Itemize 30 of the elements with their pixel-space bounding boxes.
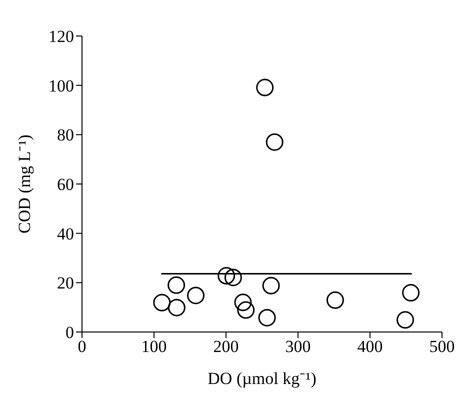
point [237, 301, 255, 319]
point [224, 268, 242, 286]
y-tick-label: 120 [48, 27, 74, 46]
point [234, 294, 252, 312]
point [258, 308, 276, 326]
point [168, 276, 186, 294]
point [402, 284, 420, 302]
y-tick-label: 40 [57, 224, 74, 244]
point [218, 267, 236, 285]
point [187, 286, 205, 304]
point [262, 276, 280, 294]
y-tick-label: 80 [57, 126, 74, 145]
x-tick-label: 400 [357, 337, 383, 356]
x-tick-label: 200 [213, 337, 239, 356]
x-axis-title: DO (µmol kg⁻¹) [208, 369, 316, 388]
point [168, 298, 186, 316]
y-tick-label: 60 [57, 175, 74, 194]
y-tick-label: 20 [57, 274, 74, 293]
point [153, 294, 171, 312]
point [266, 133, 284, 151]
y-tick-label: 0 [66, 323, 74, 342]
point [326, 291, 344, 309]
x-tick-label: 0 [78, 337, 86, 356]
x-tick-label: 100 [141, 337, 167, 356]
y-axis-title: COD (mg L⁻¹) [15, 134, 34, 234]
y-tick-label: 100 [48, 76, 74, 96]
x-tick-label: 300 [285, 337, 311, 356]
x-tick-label: 500 [429, 337, 455, 356]
point [396, 311, 414, 329]
point [256, 78, 274, 96]
